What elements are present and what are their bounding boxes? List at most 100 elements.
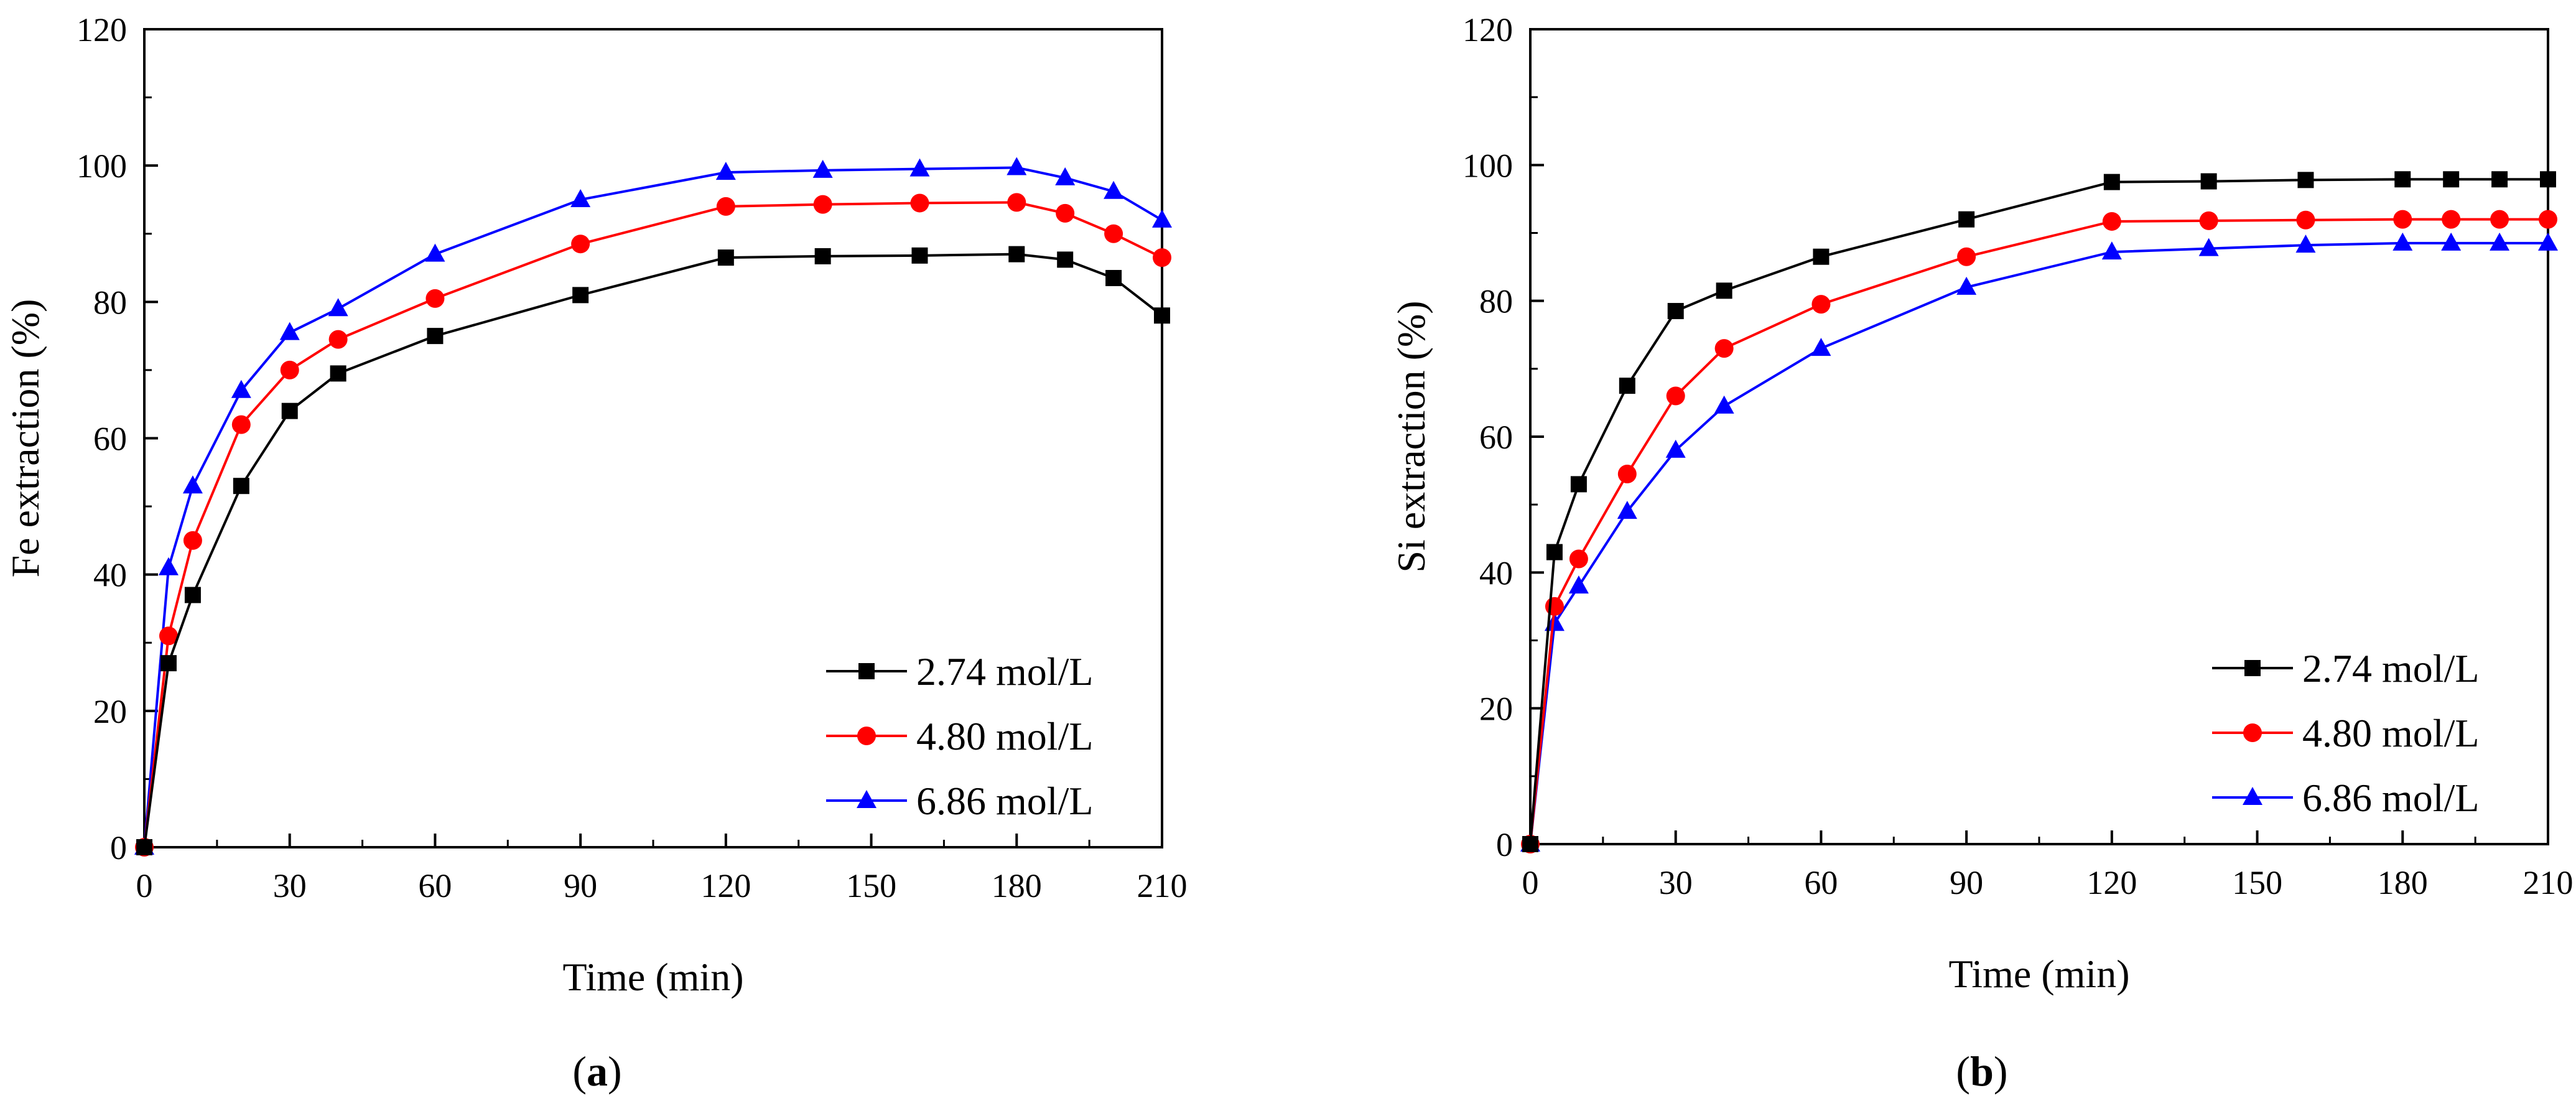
panel-label: (a) <box>572 1048 621 1095</box>
data-point <box>1617 465 1637 484</box>
data-point <box>1958 211 1975 228</box>
data-point <box>1153 248 1171 267</box>
data-point <box>1667 303 1684 320</box>
data-point <box>2490 210 2509 229</box>
x-tick-label: 120 <box>700 867 751 904</box>
x-tick-label: 150 <box>846 867 896 904</box>
legend-label: 6.86 mol/L <box>916 779 1093 823</box>
y-tick-label: 100 <box>1462 147 1513 184</box>
data-point <box>1546 544 1563 560</box>
x-tick-label: 210 <box>2523 864 2574 901</box>
data-point <box>2442 210 2461 229</box>
panel-letter: a <box>587 1048 608 1095</box>
data-point <box>279 322 300 340</box>
data-point <box>1811 338 1831 356</box>
series-2-74-mol-L <box>1522 171 2556 852</box>
legend-item: 6.86 mol/L <box>2212 776 2479 820</box>
data-point <box>160 655 177 672</box>
data-point <box>1056 203 1075 223</box>
data-point <box>909 158 930 177</box>
data-point <box>2297 172 2314 188</box>
y-tick-label: 20 <box>1479 690 1513 728</box>
data-point <box>281 402 298 419</box>
data-point <box>1104 180 1124 199</box>
data-point <box>2200 173 2217 190</box>
series-2-74-mol-L <box>136 246 1170 855</box>
y-tick-label: 20 <box>93 693 127 730</box>
data-point <box>572 287 589 304</box>
series-4-80-mol-L <box>1521 210 2557 853</box>
data-point <box>2101 241 2122 260</box>
data-point <box>1617 501 1637 519</box>
data-point <box>570 188 591 207</box>
data-point <box>1619 378 1635 394</box>
legend-label: 6.86 mol/L <box>2302 776 2479 820</box>
data-point <box>716 197 735 216</box>
data-point <box>231 415 251 434</box>
data-point <box>233 478 249 495</box>
x-axis-label: Time (min) <box>1949 952 2130 996</box>
data-point <box>328 330 348 349</box>
data-point <box>328 298 348 317</box>
y-tick-label: 0 <box>110 829 127 867</box>
chart-panel-a: 0 30 60 90 120 150 180 210 0 20 40 60 80 100 120 Time (… <box>3 11 1188 1095</box>
y-axis-label: Fe extraction (%) <box>3 299 47 578</box>
x-tick-label: 30 <box>1659 864 1693 901</box>
data-point <box>1811 295 1831 314</box>
x-tick-label: 60 <box>1804 864 1838 901</box>
data-point <box>1570 476 1587 493</box>
x-tick-label: 60 <box>418 867 452 904</box>
data-point <box>2393 210 2412 229</box>
data-point <box>814 248 831 264</box>
data-point <box>2539 210 2557 229</box>
y-tick-label: 80 <box>93 284 127 321</box>
y-tick-label: 100 <box>77 147 127 185</box>
data-point <box>1957 247 1976 266</box>
x-tick-label: 30 <box>273 867 307 904</box>
data-point <box>571 235 590 254</box>
data-point <box>1666 386 1685 406</box>
legend-marker <box>2243 723 2262 742</box>
data-point <box>2199 211 2218 230</box>
data-point <box>1716 282 1732 299</box>
legend-label: 4.80 mol/L <box>916 714 1093 758</box>
data-point <box>2441 232 2462 251</box>
data-point <box>1714 395 1734 414</box>
data-point <box>182 475 203 494</box>
legend: 2.74 mol/L 4.80 mol/L 6.86 mol/L <box>826 649 1093 823</box>
data-point <box>2296 210 2315 230</box>
y-tick-label: 120 <box>1462 11 1513 49</box>
data-point <box>427 328 444 345</box>
data-point <box>1007 193 1026 212</box>
data-point <box>2490 232 2510 251</box>
x-tick-label: 0 <box>1522 864 1539 901</box>
data-point <box>812 159 833 178</box>
legend-item: 4.80 mol/L <box>2212 711 2479 755</box>
data-point <box>1522 836 1538 852</box>
data-point <box>1152 209 1172 228</box>
x-tick-label: 150 <box>2232 864 2282 901</box>
data-point <box>1569 549 1588 569</box>
data-point <box>136 839 152 855</box>
data-point <box>1105 269 1122 286</box>
data-point <box>1665 439 1686 458</box>
legend-item: 2.74 mol/L <box>826 649 1093 694</box>
x-tick-label: 90 <box>1950 864 1983 901</box>
panel-label: (b) <box>1956 1048 2007 1095</box>
x-axis-label: Time (min) <box>563 955 744 999</box>
data-point <box>1008 246 1025 263</box>
y-tick-label: 60 <box>93 421 127 458</box>
data-point <box>1007 157 1027 175</box>
data-point <box>2198 238 2219 256</box>
x-tick-label: 180 <box>992 867 1042 904</box>
y-tick-label: 120 <box>77 11 127 49</box>
data-point <box>2540 171 2556 188</box>
legend-marker <box>857 790 876 808</box>
data-point <box>425 243 445 262</box>
data-point <box>280 360 299 379</box>
legend-item: 4.80 mol/L <box>826 714 1093 758</box>
data-point <box>813 195 832 214</box>
x-tick-label: 120 <box>2086 864 2137 901</box>
x-tick-label: 90 <box>564 867 597 904</box>
